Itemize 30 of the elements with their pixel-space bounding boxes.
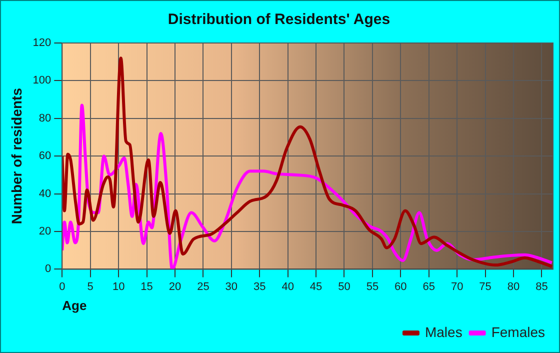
x-tick-label: 55 [366, 280, 379, 293]
y-tick-label: 60 [38, 150, 52, 162]
y-tick-label: 100 [32, 74, 52, 87]
x-tick-label: 30 [225, 280, 238, 293]
legend-label: Females [491, 324, 546, 340]
x-tick-label: 15 [140, 280, 153, 293]
x-tick-label: 60 [394, 280, 407, 293]
y-axis-title: Number of residents [8, 88, 24, 224]
x-tick-label: 85 [536, 280, 548, 293]
y-tick-label: 20 [38, 226, 52, 238]
y-tick-label: 0 [45, 263, 52, 276]
x-tick-label: 70 [450, 280, 464, 293]
chart-title: Distribution of Residents' Ages [168, 11, 390, 28]
x-tick-label: 65 [422, 280, 436, 293]
x-tick-label: 10 [112, 280, 125, 293]
x-tick-label: 75 [479, 280, 492, 293]
x-tick-label: 50 [338, 280, 350, 293]
x-tick-label: 25 [197, 280, 210, 293]
x-axis-title: Age [62, 298, 87, 313]
x-tick-label: 35 [253, 280, 266, 293]
x-tick-label: 5 [87, 280, 94, 293]
x-tick-label: 45 [310, 280, 322, 293]
y-tick-label: 120 [32, 37, 52, 50]
y-tick-label: 40 [38, 188, 52, 200]
x-tick-label: 40 [282, 280, 294, 293]
legend-label: Males [424, 324, 462, 340]
x-tick-label: 20 [168, 280, 182, 293]
x-tick-label: 80 [507, 280, 520, 293]
x-tick-label: 0 [59, 280, 66, 293]
y-tick-label: 80 [38, 112, 52, 124]
